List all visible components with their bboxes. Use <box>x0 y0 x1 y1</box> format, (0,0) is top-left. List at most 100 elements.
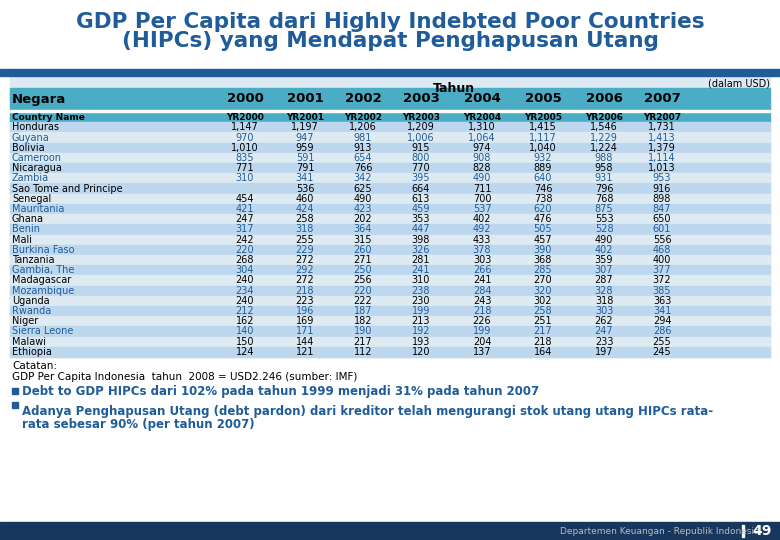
Bar <box>10 275 770 286</box>
Text: 424: 424 <box>296 204 314 214</box>
Text: 220: 220 <box>353 286 372 295</box>
Bar <box>10 224 770 234</box>
Text: 931: 931 <box>595 173 613 184</box>
Bar <box>10 286 770 296</box>
Text: 341: 341 <box>653 306 671 316</box>
Text: 1,040: 1,040 <box>529 143 557 153</box>
Text: Tahun: Tahun <box>432 82 474 94</box>
Text: 251: 251 <box>534 316 552 326</box>
Text: 245: 245 <box>653 347 672 357</box>
Text: Mozambique: Mozambique <box>12 286 74 295</box>
Text: 1,209: 1,209 <box>407 123 435 132</box>
Bar <box>10 347 770 357</box>
Text: 204: 204 <box>473 336 491 347</box>
Text: Sierra Leone: Sierra Leone <box>12 327 73 336</box>
Text: 218: 218 <box>296 286 314 295</box>
Text: 242: 242 <box>236 234 254 245</box>
Text: 958: 958 <box>594 163 613 173</box>
Text: Malawi: Malawi <box>12 336 46 347</box>
Text: 229: 229 <box>296 245 314 255</box>
Text: 2003: 2003 <box>402 92 439 105</box>
Bar <box>12 402 18 408</box>
Text: (dalam USD): (dalam USD) <box>708 79 770 89</box>
Text: 272: 272 <box>296 275 314 286</box>
Text: 981: 981 <box>354 132 372 143</box>
Text: 613: 613 <box>412 194 431 204</box>
Text: 433: 433 <box>473 234 491 245</box>
Text: 202: 202 <box>353 214 372 224</box>
Text: 162: 162 <box>236 316 254 326</box>
Text: Madagascar: Madagascar <box>12 275 71 286</box>
Text: 171: 171 <box>296 327 314 336</box>
Text: 303: 303 <box>595 306 613 316</box>
Text: 169: 169 <box>296 316 314 326</box>
Text: 164: 164 <box>534 347 552 357</box>
Text: 199: 199 <box>473 327 491 336</box>
Bar <box>10 306 770 316</box>
Text: 150: 150 <box>236 336 254 347</box>
Bar <box>10 326 770 336</box>
Text: 2002: 2002 <box>345 92 381 105</box>
Text: 537: 537 <box>473 204 491 214</box>
Text: Honduras: Honduras <box>12 123 59 132</box>
Text: 528: 528 <box>594 225 613 234</box>
Text: 768: 768 <box>594 194 613 204</box>
Bar <box>10 265 770 275</box>
Text: 192: 192 <box>412 327 431 336</box>
Text: 112: 112 <box>354 347 372 357</box>
Text: 187: 187 <box>354 306 372 316</box>
Text: 247: 247 <box>236 214 254 224</box>
Text: 49: 49 <box>753 524 771 538</box>
Text: 317: 317 <box>236 225 254 234</box>
Text: 182: 182 <box>354 316 372 326</box>
Text: 1,010: 1,010 <box>231 143 259 153</box>
Text: 250: 250 <box>353 265 372 275</box>
Text: 1,224: 1,224 <box>590 143 618 153</box>
Text: 385: 385 <box>653 286 672 295</box>
Text: 197: 197 <box>594 347 613 357</box>
Text: 294: 294 <box>653 316 672 326</box>
Text: Ghana: Ghana <box>12 214 44 224</box>
Bar <box>10 316 770 326</box>
Text: GDP Per Capita Indonesia  tahun  2008 = USD2.246 (sumber: IMF): GDP Per Capita Indonesia tahun 2008 = US… <box>12 372 357 382</box>
Text: Departemen Keuangan - Republik Indonesia: Departemen Keuangan - Republik Indonesia <box>560 526 760 536</box>
Text: 217: 217 <box>534 327 552 336</box>
Text: 800: 800 <box>412 153 431 163</box>
Text: (HIPCs) yang Mendapat Penghapusan Utang: (HIPCs) yang Mendapat Penghapusan Utang <box>122 31 658 51</box>
Text: 454: 454 <box>236 194 254 204</box>
Text: 212: 212 <box>236 306 254 316</box>
Text: 796: 796 <box>594 184 613 193</box>
Text: 315: 315 <box>354 234 372 245</box>
Text: Sao Tome and Principe: Sao Tome and Principe <box>12 184 122 193</box>
Bar <box>10 132 770 143</box>
Text: 326: 326 <box>412 245 431 255</box>
Text: Guyana: Guyana <box>12 132 50 143</box>
Text: 377: 377 <box>653 265 672 275</box>
Text: Bolivia: Bolivia <box>12 143 44 153</box>
Bar <box>10 255 770 265</box>
Text: 1,731: 1,731 <box>648 123 676 132</box>
Text: 310: 310 <box>236 173 254 184</box>
Text: 230: 230 <box>412 296 431 306</box>
Text: 372: 372 <box>653 275 672 286</box>
Bar <box>10 194 770 204</box>
Text: 913: 913 <box>354 143 372 153</box>
Text: 1,064: 1,064 <box>468 132 496 143</box>
Text: 959: 959 <box>296 143 314 153</box>
Text: 766: 766 <box>354 163 372 173</box>
Text: 363: 363 <box>653 296 671 306</box>
Text: 120: 120 <box>412 347 431 357</box>
Text: 368: 368 <box>534 255 552 265</box>
Text: YR2005: YR2005 <box>524 113 562 122</box>
Bar <box>10 245 770 255</box>
Text: 266: 266 <box>473 265 491 275</box>
Text: 241: 241 <box>473 275 491 286</box>
Text: 791: 791 <box>296 163 314 173</box>
Text: 490: 490 <box>354 194 372 204</box>
Text: 2006: 2006 <box>586 92 622 105</box>
Text: 738: 738 <box>534 194 552 204</box>
Text: Mali: Mali <box>12 234 32 245</box>
Text: 353: 353 <box>412 214 431 224</box>
Text: 970: 970 <box>236 132 254 143</box>
Text: 255: 255 <box>653 336 672 347</box>
